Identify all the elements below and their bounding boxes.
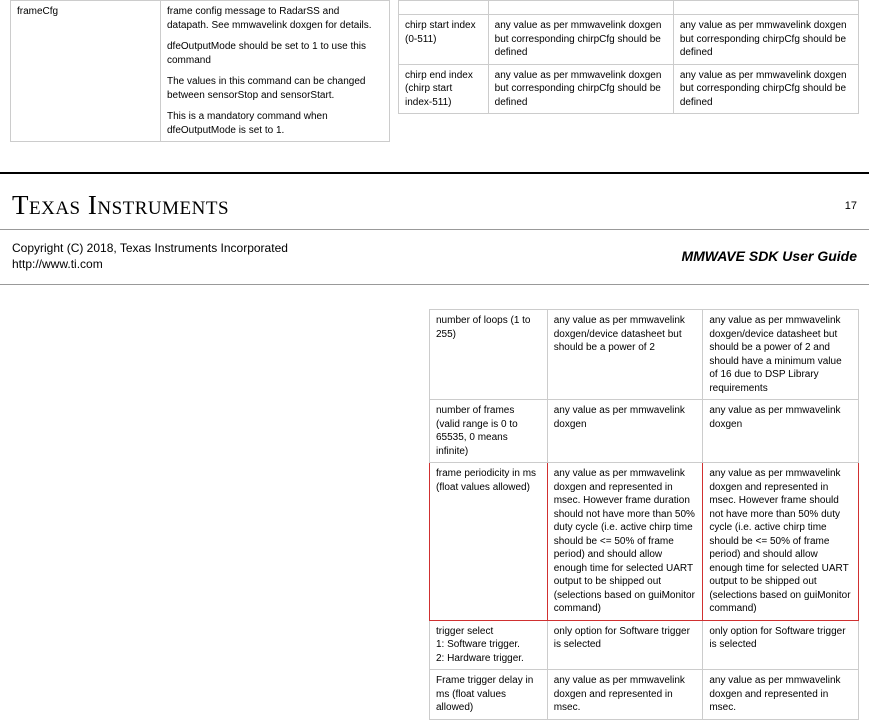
table-row: number of frames (valid range is 0 to 65… xyxy=(430,400,859,463)
cell: only option for Software trigger is sele… xyxy=(547,620,703,670)
copyright-text: Copyright (C) 2018, Texas Instruments In… xyxy=(12,240,288,256)
page-header: Texas Instruments 17 xyxy=(0,184,869,223)
cell: any value as per mmwavelink doxgen but c… xyxy=(673,15,858,65)
cell: any value as per mmwavelink doxgen xyxy=(703,400,859,463)
frame-cfg-table: frameCfg frame config message to RadarSS… xyxy=(10,0,390,142)
table-row: chirp start index (0-511)any value as pe… xyxy=(399,15,859,65)
frame-params-table: number of loops (1 to 255)any value as p… xyxy=(429,309,859,720)
cmd-desc-cell: frame config message to RadarSS and data… xyxy=(161,1,390,142)
desc-para: The values in this command can be change… xyxy=(167,75,383,102)
cell: any value as per mmwavelink doxgen xyxy=(547,400,703,463)
top-section: frameCfg frame config message to RadarSS… xyxy=(0,0,869,150)
cell: any value as per mmwavelink doxgen and r… xyxy=(547,463,703,621)
cell: number of frames (valid range is 0 to 65… xyxy=(430,400,548,463)
page-separator xyxy=(0,172,869,174)
cell: any value as per mmwavelink doxgen and r… xyxy=(703,670,859,720)
desc-para: frame config message to RadarSS and data… xyxy=(167,5,383,32)
url-text: http://www.ti.com xyxy=(12,256,288,272)
cell: any value as per mmwavelink doxgen but c… xyxy=(488,15,673,65)
thin-separator xyxy=(0,229,869,230)
cell: chirp start index (0-511) xyxy=(399,15,489,65)
meta-left: Copyright (C) 2018, Texas Instruments In… xyxy=(12,240,288,272)
table-row: trigger select 1: Software trigger. 2: H… xyxy=(430,620,859,670)
cell: frame periodicity in ms (float values al… xyxy=(430,463,548,621)
desc-para: dfeOutputMode should be set to 1 to use … xyxy=(167,40,383,67)
table-row: frame periodicity in ms (float values al… xyxy=(430,463,859,621)
cell: any value as per mmwavelink doxgen and r… xyxy=(547,670,703,720)
ti-logo: Texas Instruments xyxy=(12,190,229,221)
table-row: chirp end index (chirp start index-511)a… xyxy=(399,64,859,114)
cell: any value as per mmwavelink doxgen but c… xyxy=(673,64,858,114)
table-row: number of loops (1 to 255)any value as p… xyxy=(430,310,859,400)
cell: any value as per mmwavelink doxgen/devic… xyxy=(547,310,703,400)
cell: only option for Software trigger is sele… xyxy=(703,620,859,670)
desc-para: This is a mandatory command when dfeOutp… xyxy=(167,110,383,137)
table-row: Frame trigger delay in ms (float values … xyxy=(430,670,859,720)
cell: any value as per mmwavelink doxgen and r… xyxy=(703,463,859,621)
meta-row: Copyright (C) 2018, Texas Instruments In… xyxy=(0,240,869,278)
thin-separator xyxy=(0,284,869,285)
lower-table-wrap: number of loops (1 to 255)any value as p… xyxy=(0,295,869,720)
cell: number of loops (1 to 255) xyxy=(430,310,548,400)
table-row xyxy=(399,1,859,15)
top-flex: frameCfg frame config message to RadarSS… xyxy=(10,0,859,142)
cell: trigger select 1: Software trigger. 2: H… xyxy=(430,620,548,670)
cell: chirp end index (chirp start index-511) xyxy=(399,64,489,114)
cell: any value as per mmwavelink doxgen/devic… xyxy=(703,310,859,400)
cmd-name-cell: frameCfg xyxy=(11,1,161,142)
table-row: frameCfg frame config message to RadarSS… xyxy=(11,1,390,142)
cell: any value as per mmwavelink doxgen but c… xyxy=(488,64,673,114)
chirp-index-table: chirp start index (0-511)any value as pe… xyxy=(398,0,859,114)
cell: Frame trigger delay in ms (float values … xyxy=(430,670,548,720)
guide-title: MMWAVE SDK User Guide xyxy=(681,248,857,264)
page-number: 17 xyxy=(845,200,857,212)
